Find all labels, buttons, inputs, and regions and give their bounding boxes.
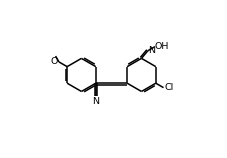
Text: OH: OH [155, 42, 169, 51]
Text: N: N [148, 46, 155, 55]
Text: Cl: Cl [164, 83, 173, 92]
Text: N: N [92, 97, 99, 106]
Text: O: O [51, 57, 58, 66]
